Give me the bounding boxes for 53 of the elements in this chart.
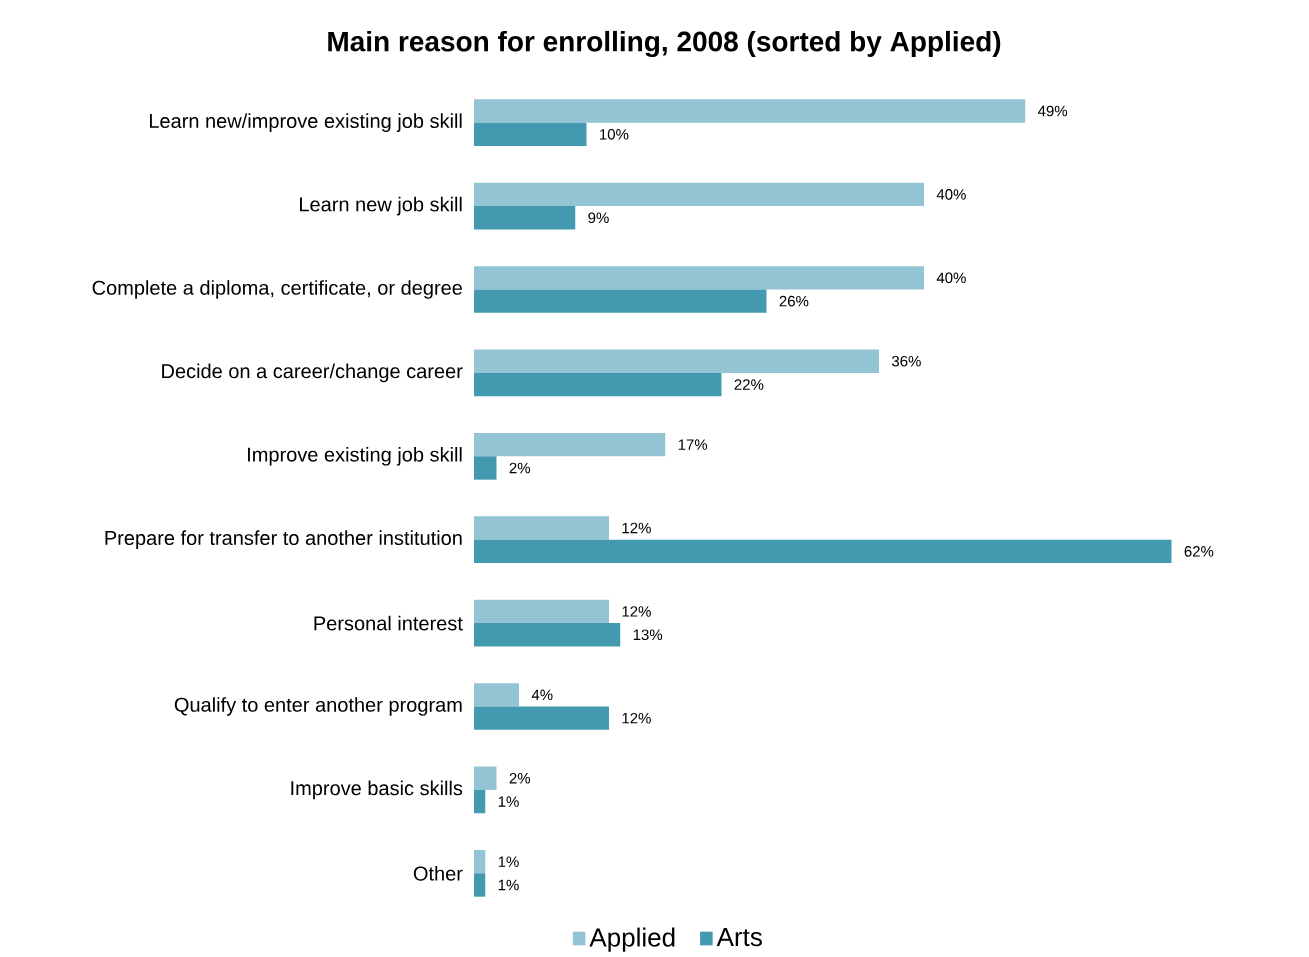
y-tick-label: Decide on a career/change career	[162, 363, 463, 382]
data-label: 62%	[1184, 545, 1214, 557]
y-tick-label: Complete a diploma, certificate, or degree	[92, 279, 462, 299]
data-label: 49%	[1037, 105, 1068, 117]
data-label: 2%	[509, 462, 531, 474]
y-tick-label: Learn new/improve existing job skill	[149, 113, 462, 132]
bar	[474, 539, 1172, 563]
y-tick-label: Improve basic skills	[291, 780, 463, 800]
data-label: 40%	[936, 188, 966, 200]
data-label: 1%	[498, 879, 519, 891]
data-label: 17%	[678, 439, 708, 450]
bar	[474, 789, 486, 814]
legend-label: Applied	[589, 927, 675, 952]
y-tick-label: Qualify to enter another program	[174, 696, 462, 716]
bar	[474, 432, 666, 457]
data-label: 12%	[622, 712, 651, 724]
bar	[474, 205, 576, 230]
bar	[474, 99, 1026, 123]
data-label: 22%	[734, 379, 764, 390]
data-label: 1%	[498, 856, 519, 867]
bar	[474, 122, 587, 146]
data-label: 13%	[633, 629, 663, 640]
bar	[474, 849, 486, 874]
data-label: 2%	[509, 772, 531, 784]
bar	[474, 289, 767, 313]
data-label: 26%	[779, 295, 809, 307]
data-label: 36%	[891, 355, 921, 367]
bar	[474, 349, 879, 373]
y-tick-label: Learn new job skill	[300, 196, 462, 216]
bar	[474, 456, 497, 480]
data-label: 12%	[622, 522, 651, 534]
data-label: 40%	[936, 272, 966, 283]
y-tick-label: Other	[413, 865, 463, 881]
bar	[474, 622, 621, 647]
data-label: 9%	[588, 212, 609, 223]
data-label: 12%	[622, 605, 651, 617]
y-tick-label: Improve existing job skill	[248, 446, 462, 466]
bar	[474, 265, 924, 290]
bar	[474, 599, 609, 623]
data-label: 10%	[600, 128, 629, 140]
bar	[474, 516, 609, 540]
y-tick-label: Personal interest	[314, 615, 463, 631]
data-label: 4%	[531, 689, 553, 700]
data-label: 1%	[498, 796, 519, 807]
bar	[474, 182, 924, 206]
chart-title: Main reason for enrolling, 2008 (sorted by Applied)	[328, 30, 1001, 57]
bar	[474, 372, 722, 397]
bar	[474, 873, 486, 897]
y-tick-label: Prepare for transfer to another institution	[105, 530, 462, 549]
bar	[474, 682, 520, 707]
bar	[474, 706, 609, 730]
legend-label: Arts	[716, 927, 762, 946]
bar	[474, 766, 497, 790]
